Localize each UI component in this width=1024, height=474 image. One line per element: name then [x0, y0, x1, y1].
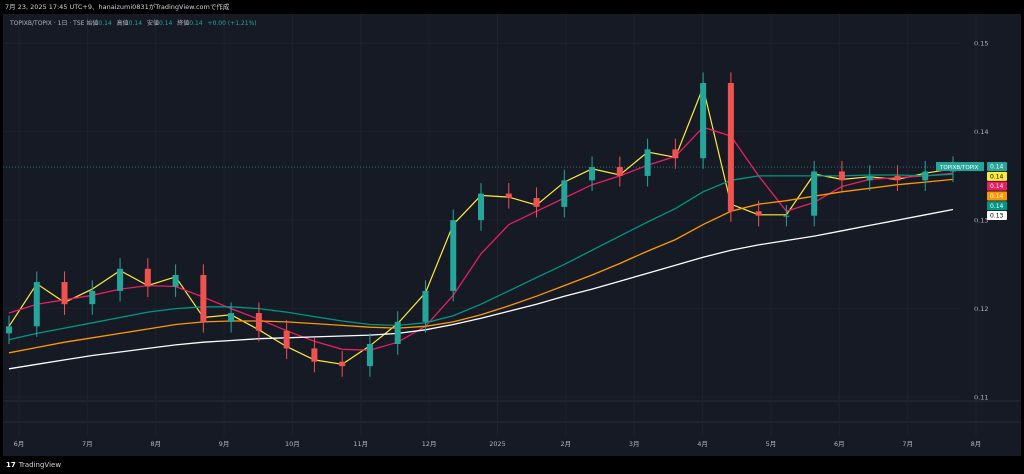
candle-body: [255, 313, 262, 331]
x-tick-label: 4月: [697, 440, 708, 448]
x-tick-label: 2月: [561, 440, 572, 448]
candle-body: [589, 167, 596, 181]
candle-body: [311, 348, 318, 362]
low-value: 0.14: [158, 20, 173, 27]
price-badge-value: 0.14: [990, 173, 1004, 180]
x-tick-label: 3月: [629, 440, 640, 448]
y-tick-label: 0.11: [974, 394, 988, 402]
candle-body: [450, 220, 457, 291]
candle-body: [561, 180, 568, 207]
y-tick-label: 0.12: [974, 305, 988, 313]
chart-caption: 7月 23, 2025 17:45 UTC+9、hanaizumi0831がTr…: [0, 0, 1024, 14]
chart-panel[interactable]: [3, 14, 1021, 456]
y-tick-label: 0.13: [974, 217, 988, 225]
candle-body: [394, 321, 401, 344]
x-tick-label: 12月: [422, 440, 437, 448]
price-badge: [987, 181, 1007, 191]
candle-body: [727, 83, 734, 212]
symbol-name[interactable]: TOPIXB/TOPIX · 1日 · TSE: [10, 20, 85, 27]
candle-body: [811, 171, 818, 216]
candle-body: [33, 282, 40, 327]
candle-body: [117, 268, 124, 291]
price-badge-value: 0.14: [990, 183, 1004, 190]
price-badge-value: 0.14: [990, 164, 1004, 171]
symbol-legend: TOPIXB/TOPIX · 1日 · TSE 始値0.14 高値0.14 安値…: [10, 18, 257, 27]
candle-body: [366, 343, 373, 367]
y-tick-label: 0.15: [974, 40, 988, 48]
candle-body: [838, 171, 845, 181]
price-badge-value: 0.14: [990, 203, 1004, 210]
current-price-label-box: [936, 162, 984, 172]
candle-body: [616, 167, 623, 176]
high-label: 高値: [116, 20, 129, 27]
moving-average-line: [8, 178, 954, 354]
candle-body: [172, 274, 179, 287]
candle-body: [533, 198, 540, 207]
candle-body: [672, 149, 679, 159]
y-tick-label: 0.14: [974, 128, 988, 136]
candle-body: [144, 268, 151, 287]
x-tick-label: 5月: [766, 440, 777, 448]
x-tick-label: 2025: [489, 440, 506, 448]
candle-body: [6, 326, 12, 334]
price-badge: [987, 162, 1007, 172]
x-tick-label: 6月: [834, 440, 845, 448]
x-tick-label: 8月: [150, 440, 161, 448]
price-badge: [987, 191, 1007, 201]
candle-body: [644, 149, 651, 176]
candle-body: [61, 282, 68, 305]
x-tick-label: 8月: [971, 440, 982, 448]
current-price-label: TOPIXB/TOPIX: [939, 165, 979, 171]
x-tick-label: 11月: [353, 440, 368, 448]
candle-body: [422, 290, 429, 322]
price-badge-value: 0.14: [990, 193, 1004, 200]
open-value: 0.14: [98, 20, 112, 27]
low-label: 安値: [146, 20, 159, 27]
candle-body: [866, 175, 873, 181]
candle-body: [700, 83, 707, 159]
candle-body: [228, 313, 235, 322]
moving-average-line: [8, 173, 954, 341]
candle-body: [478, 193, 484, 221]
candle-body: [200, 274, 207, 322]
candle-body: [89, 290, 96, 305]
candle-body: [283, 330, 290, 349]
price-badge-value: 0.13: [990, 213, 1004, 220]
tradingview-logo-icon: 17: [6, 461, 16, 469]
open-label: 始値: [86, 20, 99, 27]
x-tick-label: 9月: [219, 440, 230, 448]
brand-name[interactable]: TradingView: [18, 461, 62, 469]
moving-average-line: [8, 126, 954, 351]
footer: 17 TradingView: [0, 456, 1024, 474]
x-tick-label: 7月: [902, 440, 913, 448]
x-tick-label: 6月: [14, 440, 25, 448]
price-badge: [987, 211, 1007, 221]
candle-body: [755, 211, 762, 216]
x-tick-label: 7月: [82, 440, 93, 448]
candle-body: [894, 175, 901, 181]
candle-body: [922, 171, 929, 181]
price-badge: [987, 171, 1007, 181]
moving-average-line: [8, 208, 954, 370]
candle-body: [783, 215, 790, 217]
close-value: 0.14: [189, 20, 203, 27]
candle-body: [339, 361, 346, 367]
close-label: 終値: [177, 20, 190, 27]
high-value: 0.14: [128, 20, 143, 27]
x-tick-label: 10月: [285, 440, 300, 448]
candle-body: [505, 193, 512, 199]
change-value: +0.00 (+1.21%): [207, 20, 257, 27]
price-badge: [987, 201, 1007, 211]
